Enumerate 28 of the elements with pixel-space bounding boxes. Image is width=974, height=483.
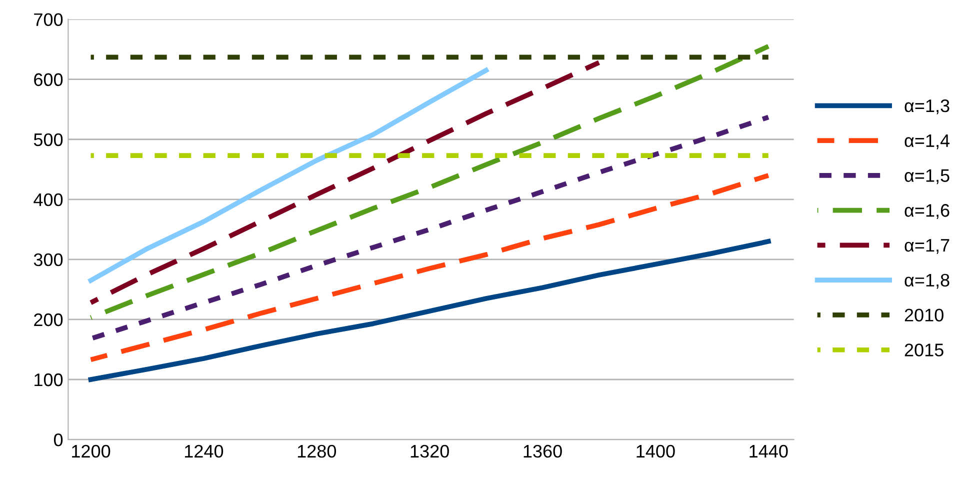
legend-label: α=1,5: [904, 169, 950, 184]
line-series: [88, 60, 602, 306]
line-series: [88, 44, 771, 320]
legend-label: α=1,3: [904, 99, 950, 114]
legend-label: α=1,6: [904, 204, 950, 219]
y-tick-label: 400: [34, 193, 63, 206]
y-tick-label: 0: [54, 433, 63, 446]
legend-label: 2015: [904, 344, 944, 356]
line-series: [88, 239, 771, 382]
x-tick-label: 1360: [524, 444, 562, 458]
legend-label: α=1,7: [904, 239, 950, 254]
y-tick-label: 500: [34, 133, 63, 146]
legend-label: α=1,4: [904, 134, 950, 150]
line-series: [88, 172, 771, 362]
x-tick-label: 1240: [185, 444, 224, 458]
legend-label: α=1,8: [904, 274, 950, 289]
y-tick-label: 700: [34, 13, 63, 26]
x-tick-label: 1400: [636, 444, 675, 458]
x-tick-label: 1280: [298, 444, 336, 458]
legend-label: 2010: [904, 308, 944, 322]
x-tick-label: 1320: [410, 444, 449, 458]
line-series: [88, 68, 488, 283]
y-tick-label: 300: [34, 253, 63, 266]
x-tick-label: 1440: [750, 444, 788, 458]
y-tick-label: 100: [34, 373, 63, 386]
y-tick-label: 200: [34, 313, 63, 326]
x-tick-label: 1200: [72, 444, 110, 458]
y-tick-label: 600: [34, 73, 63, 86]
